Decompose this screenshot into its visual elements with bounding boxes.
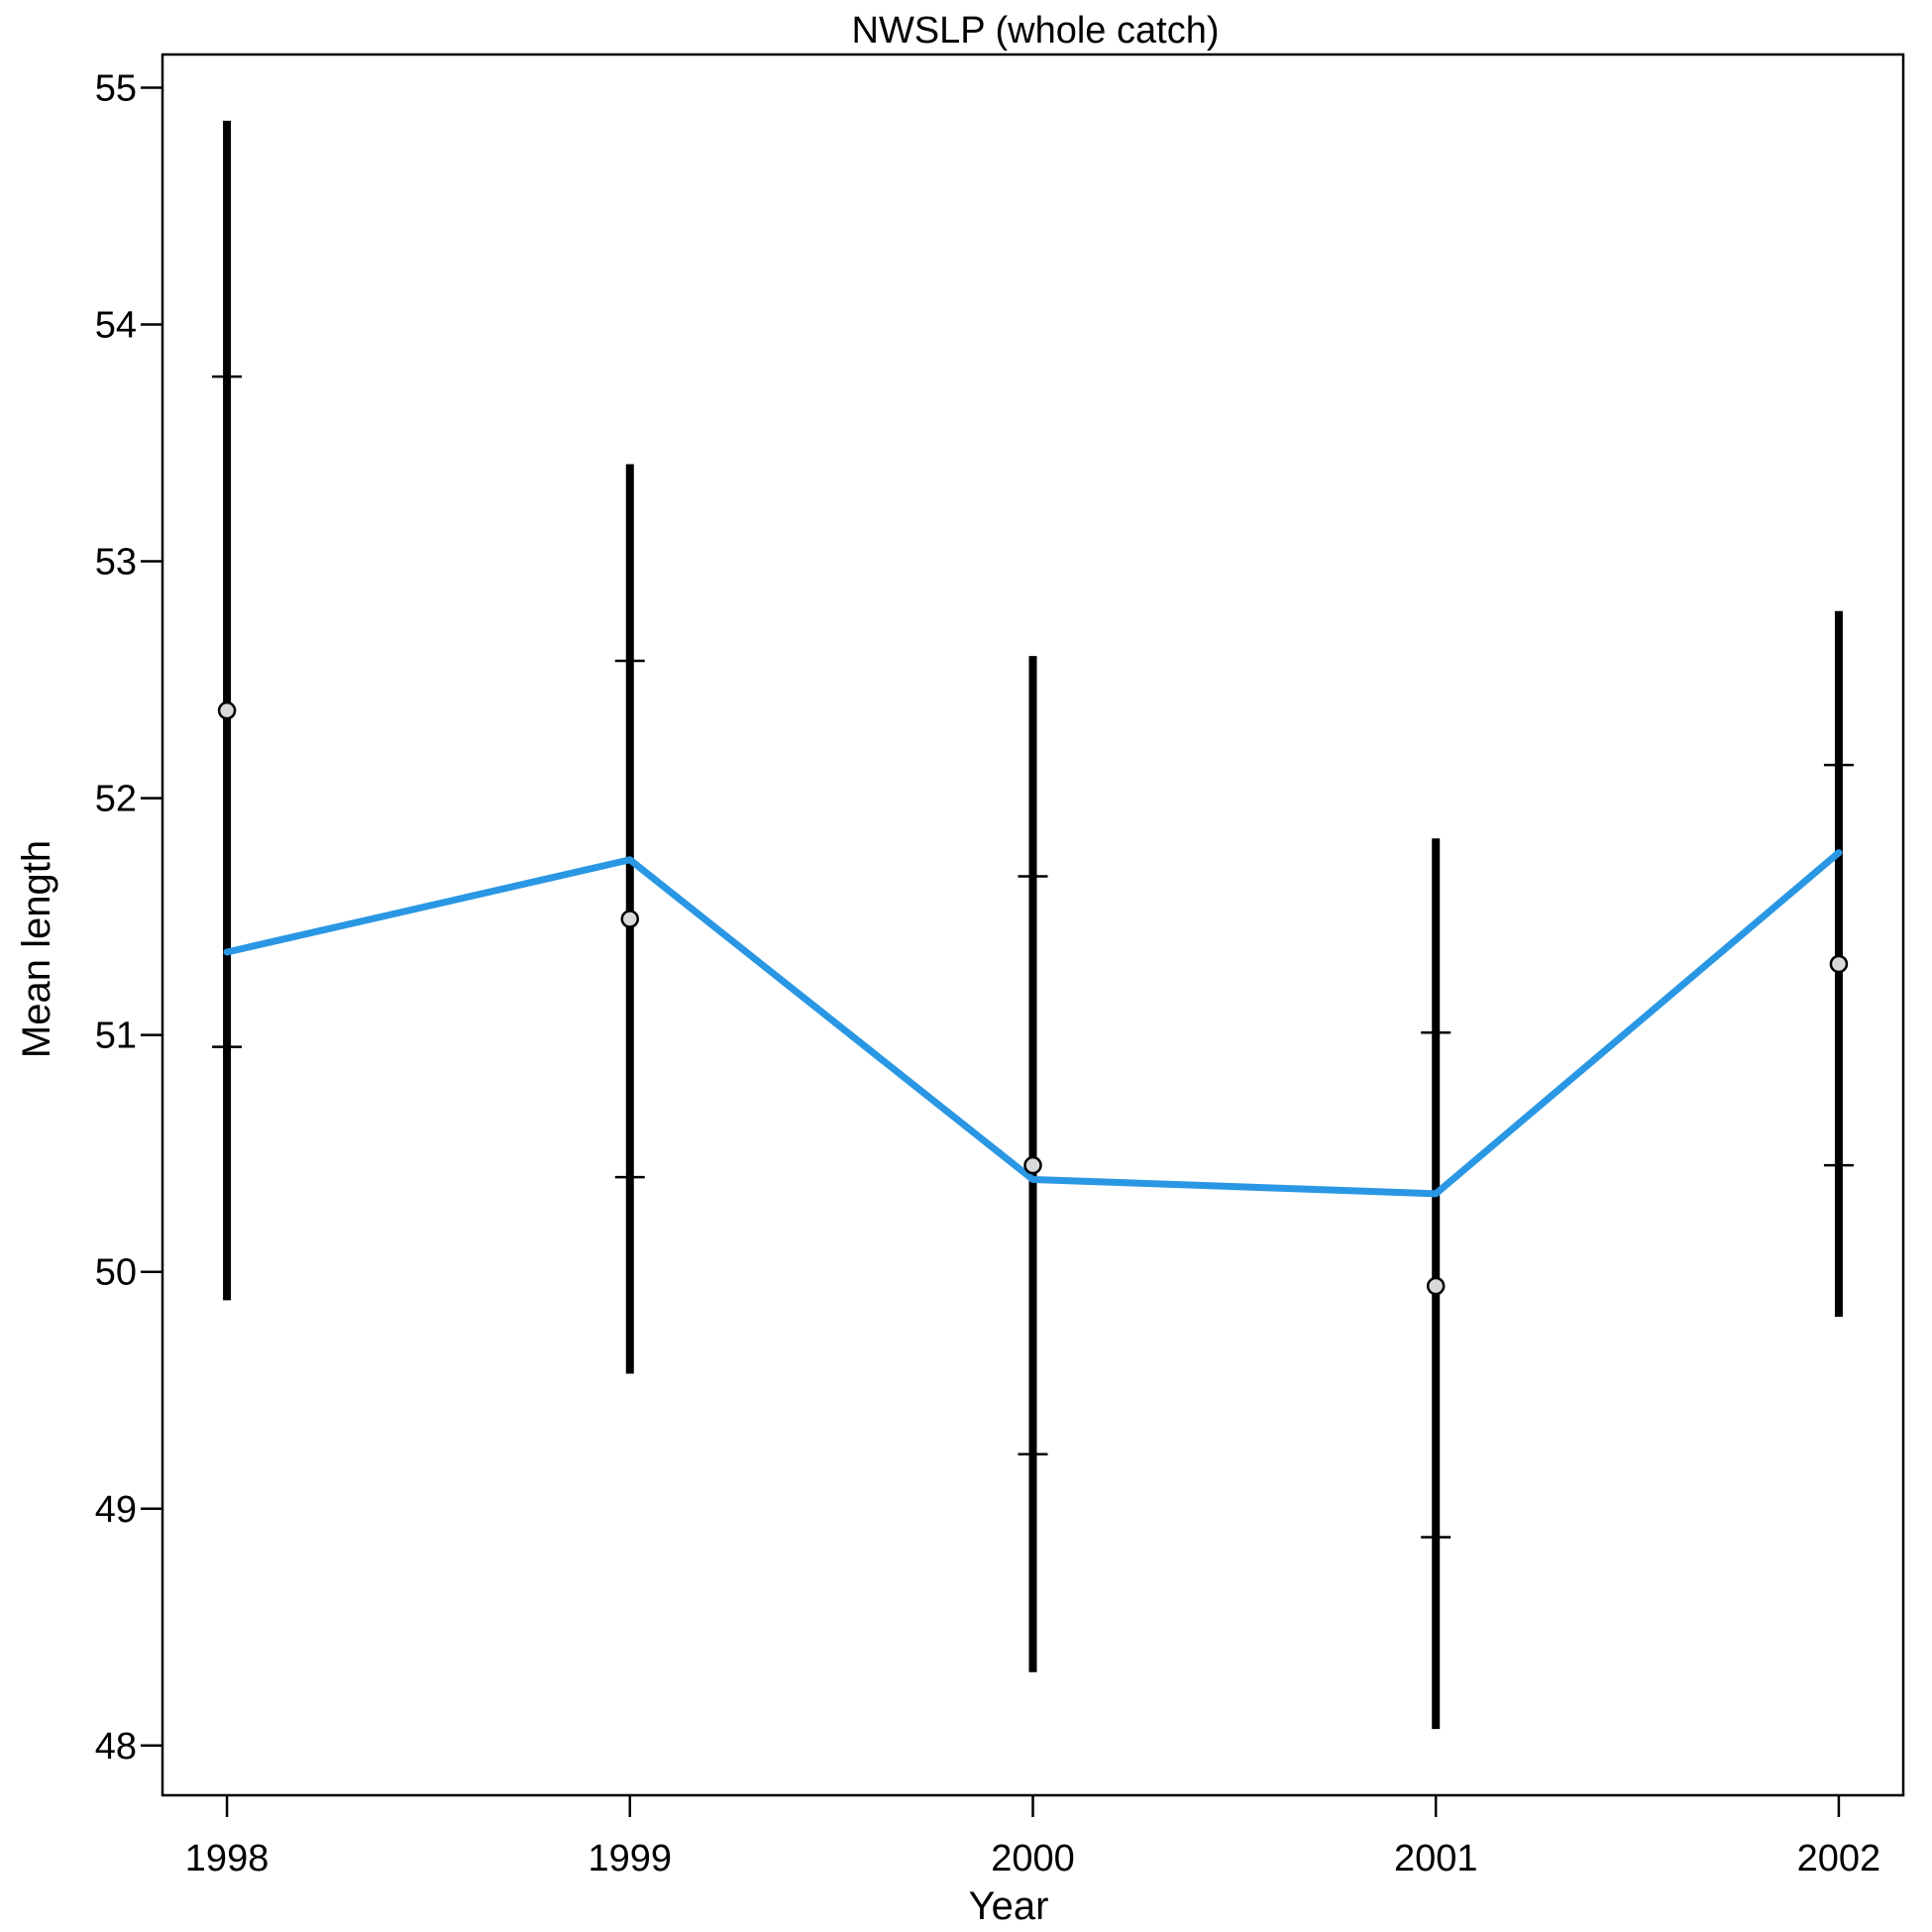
observed-point: [217, 700, 237, 720]
observed-points: [217, 700, 1849, 1296]
fitted-line: [223, 849, 1843, 1198]
y-axis-label: Mean length: [15, 840, 58, 1058]
y-tick-label: 54: [95, 305, 137, 347]
observed-point: [1829, 954, 1849, 974]
y-tick-label: 48: [95, 1726, 137, 1768]
x-tick-label: 1998: [185, 1838, 269, 1879]
observed-point: [1426, 1276, 1446, 1296]
y-tick-label: 53: [95, 542, 137, 584]
y-axis: 48 49 50 51 52 53 54 55: [95, 67, 162, 1768]
observed-point: [620, 910, 640, 928]
x-tick-label: 2002: [1797, 1838, 1881, 1879]
x-tick-label: 2000: [991, 1838, 1075, 1879]
y-tick-label: 50: [95, 1252, 137, 1294]
fitted-line-group: [223, 849, 1843, 1198]
y-tick-label: 49: [95, 1489, 137, 1531]
y-tick-label: 55: [95, 67, 137, 109]
x-tick-label: 2001: [1394, 1838, 1478, 1879]
error-bars: [212, 120, 1854, 1730]
observed-point: [1023, 1155, 1042, 1175]
x-axis-label: Year: [969, 1884, 1049, 1928]
x-tick-label: 1999: [589, 1838, 673, 1879]
x-axis: 1998 1999 2000 2001 2002: [185, 1795, 1880, 1879]
chart-title: NWSLP (whole catch): [852, 10, 1220, 52]
y-tick-label: 51: [95, 1016, 137, 1057]
y-tick-label: 52: [95, 779, 137, 820]
